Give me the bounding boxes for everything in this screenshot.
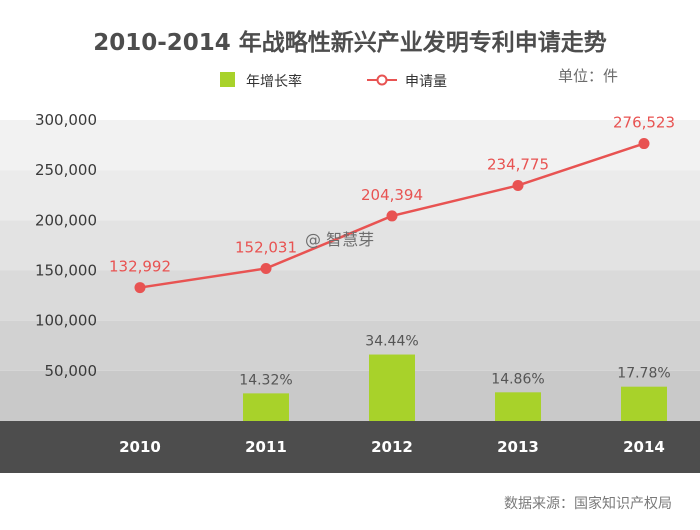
background-band — [0, 320, 700, 371]
background-band — [0, 170, 700, 221]
legend-bar-swatch — [220, 72, 235, 87]
line-series: 132,992 152,031 204,394 234,775 276,523 — [109, 114, 675, 294]
y-tick-label: 150,000 — [35, 262, 97, 280]
y-tick-label: 200,000 — [35, 211, 97, 229]
line-data-label: 132,992 — [109, 258, 171, 276]
line-point — [386, 210, 398, 222]
legend-line-marker — [376, 74, 388, 86]
x-tick-label: 2010 — [119, 438, 161, 456]
legend-bar-label: 年增长率 — [246, 73, 302, 90]
bar-data-label: 17.78% — [617, 366, 670, 382]
line-point — [512, 179, 524, 191]
background-band — [0, 120, 700, 171]
legend-line-label: 申请量 — [405, 74, 447, 90]
watermark: @ 智慧芽 — [305, 230, 374, 249]
line-data-label: 234,775 — [487, 155, 549, 173]
y-tick-label: 50,000 — [45, 362, 98, 380]
unit-label: 单位：件 — [558, 67, 618, 85]
line-point — [134, 282, 146, 294]
bar-data-label: 14.86% — [491, 371, 544, 387]
y-tick-label: 300,000 — [35, 111, 97, 129]
chart-title: 2010-2014 年战略性新兴产业发明专利申请走势 — [93, 29, 607, 56]
background-band — [0, 270, 700, 321]
line-data-label: 152,031 — [235, 238, 297, 256]
source-note: 数据来源：国家知识产权局 — [504, 495, 672, 512]
x-tick-label: 2011 — [245, 438, 287, 456]
legend: 年增长率 申请量 — [220, 72, 447, 90]
bar-data-label: 14.32% — [239, 372, 292, 388]
x-axis-band — [0, 421, 700, 473]
y-tick-label: 250,000 — [35, 161, 97, 179]
line-data-label: 276,523 — [613, 114, 675, 132]
line-point — [260, 262, 272, 274]
bar-data-label: 34.44% — [365, 334, 418, 350]
background-band — [0, 370, 700, 421]
background-band — [0, 220, 700, 271]
bar — [495, 392, 541, 421]
x-tick-label: 2014 — [623, 438, 665, 456]
bar — [369, 354, 415, 421]
y-axis-ticks: 50,000 100,000 150,000 200,000 250,000 300,00… — [35, 111, 97, 380]
line-point — [638, 138, 650, 150]
x-tick-label: 2012 — [371, 438, 413, 456]
line-data-label: 204,394 — [361, 186, 423, 204]
x-axis-ticks: 2010 2011 2012 2013 2014 — [119, 438, 665, 456]
background-bands — [0, 120, 700, 421]
y-tick-label: 100,000 — [35, 312, 97, 330]
bar — [621, 386, 667, 421]
bar — [243, 393, 289, 421]
bar-series: 14.32% 34.44% 14.86% 17.78% — [239, 334, 671, 421]
x-tick-label: 2013 — [497, 438, 539, 456]
